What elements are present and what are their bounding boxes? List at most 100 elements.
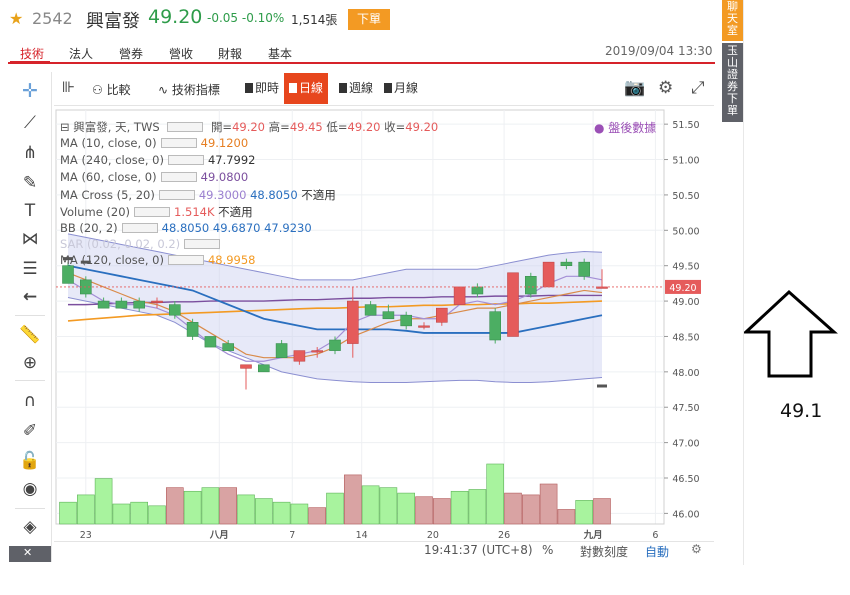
interval-monthly[interactable]: 月線 xyxy=(379,73,423,104)
annotation-value: 49.1 xyxy=(780,400,823,422)
volume-bar xyxy=(486,463,505,525)
legend-main: ⊟ 興富發, 天, TWS 開=49.20 高=49.45 低=49.20 收=… xyxy=(60,119,438,135)
price-axis-label: 48.50 xyxy=(672,332,699,343)
legend-buttons[interactable] xyxy=(160,172,197,182)
tab-institutional[interactable]: 法人 xyxy=(69,47,94,61)
percent-toggle[interactable]: % xyxy=(542,543,554,557)
quote-datetime: 2019/09/04 13:30 xyxy=(605,44,713,58)
candle-body xyxy=(115,300,128,309)
stock-code: 2542 xyxy=(32,9,73,28)
sar-dot xyxy=(597,384,607,388)
ma120-value: 48.9958 xyxy=(207,253,256,267)
compare-button[interactable]: ⚇ 比較 xyxy=(92,81,131,98)
legend-buttons[interactable] xyxy=(167,122,204,132)
interval-label: 週線 xyxy=(349,81,374,95)
pattern-icon[interactable]: ⋈ xyxy=(21,229,39,249)
camera-icon[interactable]: 📷 xyxy=(624,78,646,98)
price-axis-label: 47.50 xyxy=(672,403,699,414)
legend-collapse-icon[interactable]: ⊟ xyxy=(60,120,70,134)
date-axis-label: 7 xyxy=(289,530,295,541)
legend-buttons[interactable] xyxy=(167,255,204,265)
volume-bar xyxy=(237,494,255,525)
back-arrow-icon[interactable]: ← xyxy=(22,287,38,307)
legend-buttons[interactable] xyxy=(167,155,204,165)
date-axis-label: 14 xyxy=(356,530,368,541)
legend-buttons[interactable] xyxy=(160,138,197,148)
auto-scale-toggle[interactable]: 自動 xyxy=(645,545,670,559)
low-label: 低= xyxy=(326,120,348,134)
candle-body xyxy=(435,307,448,323)
settings-gear-icon[interactable]: ⚙ xyxy=(658,78,674,98)
legend-buttons[interactable] xyxy=(121,223,158,233)
interval-label: 即時 xyxy=(255,81,280,95)
volume-value: 1.514K xyxy=(174,205,215,219)
indicators-button[interactable]: ∿ 技術指標 xyxy=(158,81,220,98)
candle-body xyxy=(382,311,395,320)
volume-bar xyxy=(201,487,220,525)
interval-daily[interactable]: 日線 xyxy=(284,73,329,104)
layers-icon[interactable]: ◈ xyxy=(23,517,37,537)
volume-bar xyxy=(59,501,77,525)
candle-style-icon[interactable]: ⊪ xyxy=(62,78,76,96)
tab-technical[interactable]: 技術 xyxy=(20,47,45,61)
low-value: 49.20 xyxy=(347,120,381,134)
toolbar-divider xyxy=(15,315,45,316)
visibility-eye-icon[interactable]: ◉ xyxy=(22,479,38,499)
active-tab-underline xyxy=(10,61,50,64)
legend-buttons[interactable] xyxy=(184,239,221,249)
fib-icon[interactable]: ☰ xyxy=(22,259,38,279)
ruler-icon[interactable]: 📏 xyxy=(19,325,41,345)
candle-body xyxy=(97,300,110,309)
pitchfork-icon[interactable]: ⋔ xyxy=(22,143,38,163)
volume-bar xyxy=(255,498,273,525)
legend-ma240: MA (240, close, 0) 47.7992 xyxy=(60,153,256,167)
brush-icon[interactable]: ✎ xyxy=(22,173,38,193)
price-axis-label: 46.50 xyxy=(672,474,699,485)
tab-financials[interactable]: 財報 xyxy=(218,47,243,61)
legend-volume: Volume (20) 1.514K 不適用 xyxy=(60,204,253,220)
volume-bar xyxy=(593,498,611,525)
legend-buttons[interactable] xyxy=(134,207,171,217)
lock-drawing-icon[interactable]: ✐ xyxy=(22,421,38,441)
price-chart[interactable]: 51.50 51.00 50.50 50.00 49.50 49.00 48.50 48.00… xyxy=(54,106,714,542)
trend-line-icon[interactable]: ⟋ xyxy=(24,113,36,133)
sidebar-divider xyxy=(743,0,744,565)
status-settings-icon[interactable]: ⚙ xyxy=(691,542,702,556)
broker-order-label: 玉山證券下單 xyxy=(727,44,738,117)
order-button[interactable]: 下單 xyxy=(348,9,390,30)
unlock-icon[interactable]: 🔓 xyxy=(19,451,41,471)
tab-margin[interactable]: 營券 xyxy=(119,47,144,61)
candle-body xyxy=(293,350,306,362)
legend-buttons[interactable] xyxy=(158,190,195,200)
ma120-label: MA (120, close, 0) xyxy=(60,253,164,267)
bb-value-2: 49.6870 xyxy=(212,221,261,235)
interval-weekly[interactable]: 週線 xyxy=(334,73,378,104)
log-scale-toggle[interactable]: 對數刻度 xyxy=(580,545,629,559)
fullscreen-icon[interactable]: ⤢ xyxy=(691,78,705,98)
volume-bar xyxy=(450,490,469,525)
price-axis-label: 47.00 xyxy=(672,439,699,450)
tab-basic[interactable]: 基本 xyxy=(268,47,293,61)
compare-icon: ⚇ xyxy=(92,83,103,97)
crosshair-icon[interactable]: ✛ xyxy=(22,80,38,102)
volume-bar xyxy=(183,490,202,525)
interval-intraday[interactable]: 即時 xyxy=(240,73,284,104)
tab-revenue[interactable]: 營收 xyxy=(169,47,194,61)
chat-room-button[interactable]: 聊天室 xyxy=(722,0,743,41)
broker-order-button[interactable]: 玉山證券下單 xyxy=(722,43,743,122)
toolbar-collapse-button[interactable]: ✕ xyxy=(9,546,51,562)
favorite-star-icon[interactable]: ★ xyxy=(9,9,24,28)
candle-body xyxy=(204,336,217,348)
volume-bar xyxy=(219,487,237,525)
candle-body xyxy=(151,300,163,303)
collapse-icon: ✕ xyxy=(23,546,33,559)
plot-area xyxy=(55,109,665,525)
interval-label: 日線 xyxy=(299,81,324,95)
zoom-in-icon[interactable]: ⊕ xyxy=(22,353,38,373)
text-tool-icon[interactable]: T xyxy=(24,201,36,221)
volume-na: 不適用 xyxy=(218,205,253,219)
sar-label: SAR (0.02, 0.02, 0.2) xyxy=(60,237,181,251)
after-hours-label[interactable]: ● 盤後數據 xyxy=(594,121,657,135)
drawing-toolbar: ✛ ⟋ ⋔ ✎ T ⋈ ☰ ← 📏 ⊕ ∩ ✐ 🔓 ◉ ◈ ✕ xyxy=(9,72,52,562)
magnet-icon[interactable]: ∩ xyxy=(23,391,37,411)
